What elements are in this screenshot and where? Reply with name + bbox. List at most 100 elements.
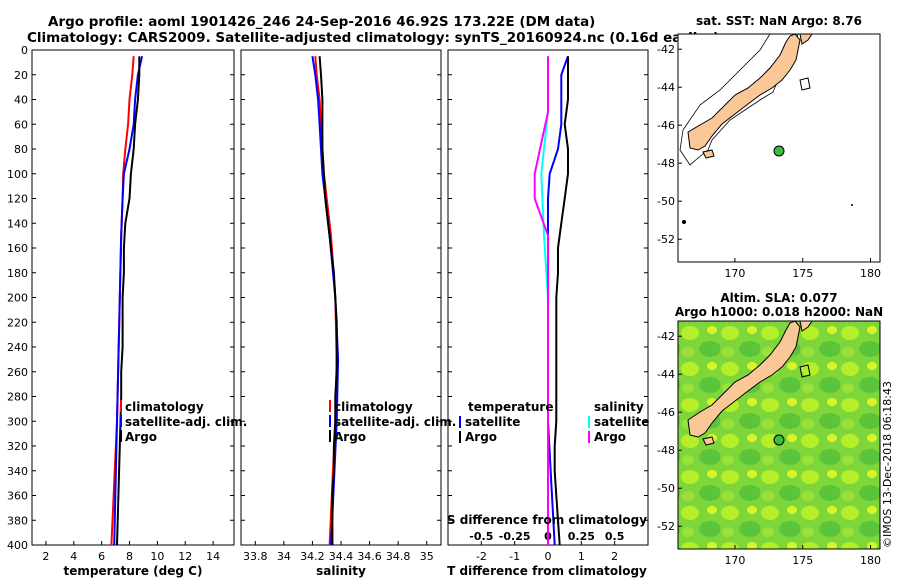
lat-tick-label: -50 — [657, 482, 675, 495]
salinity-xlabel: salinity — [316, 564, 366, 578]
sla-map-axes: 170 175 180 -42 -44 -46 -48 -50 -52 — [657, 330, 881, 567]
title-line-1: Argo profile: aoml 1901426_246 24-Sep-20… — [48, 14, 596, 30]
salinity-panel — [240, 49, 442, 546]
depth-tick-label: 200 — [7, 292, 28, 305]
series-group — [533, 55, 569, 545]
sla-map-frame — [677, 320, 881, 550]
series-group — [311, 56, 340, 545]
sst-shelf-contour — [679, 34, 799, 166]
depth-tick-label: 160 — [7, 242, 28, 255]
legend-t-satellite: satellite — [465, 415, 520, 429]
lat-tick-label: -48 — [657, 444, 675, 457]
x-tick-label: 1 — [578, 550, 585, 563]
lat-tick-label: -44 — [657, 81, 675, 94]
legend-s-satellite-adj: satellite-adj. clim. — [334, 415, 456, 429]
depth-tick-label: 300 — [7, 415, 28, 428]
sla-chatham-contour — [799, 364, 811, 378]
sla-map-title-1: Altim. SLA: 0.077 — [720, 291, 837, 305]
x-tick-label: 14 — [206, 550, 220, 563]
chatham-rise-contour — [799, 77, 811, 91]
x-tick-label: 4 — [70, 550, 77, 563]
depth-tick-label: 400 — [7, 539, 28, 552]
legend-t-argo: Argo — [465, 430, 497, 444]
series-group — [110, 55, 144, 545]
x-tick-label: -2 — [476, 550, 487, 563]
x-tick-label: 34.6 — [357, 550, 382, 563]
sdiff-label: S difference from climatology — [447, 513, 647, 527]
north-island-land — [799, 34, 813, 45]
temperature-xlabel: temperature (deg C) — [64, 564, 203, 578]
x-tick-label: 10 — [150, 550, 164, 563]
lat-tick-label: -42 — [657, 43, 675, 56]
sst-map-frame — [677, 33, 881, 263]
x-tick-label: -1 — [509, 550, 520, 563]
depth-tick-label: 260 — [7, 366, 28, 379]
x-tick-label: 8 — [126, 550, 133, 563]
depth-tick-label: 120 — [7, 193, 28, 206]
sst-map-axes: 170 175 180 -42 -44 -46 -48 -50 -52 — [657, 43, 881, 280]
legend-satellite-adj: satellite-adj. clim. — [125, 415, 247, 429]
auckland-islands — [682, 220, 686, 224]
lon-tick-label: 170 — [724, 554, 745, 567]
legend-climatology: climatology — [125, 400, 204, 414]
lat-tick-label: -52 — [657, 233, 675, 246]
x-tick-label: 35 — [420, 550, 434, 563]
sla-map-title-2: Argo h1000: 0.018 h2000: NaN — [675, 305, 883, 319]
depth-tick-label: 240 — [7, 341, 28, 354]
x-tick-label: 6 — [98, 550, 105, 563]
depth-tick-label: 380 — [7, 514, 28, 527]
legend-s-argo: Argo — [334, 430, 366, 444]
depth-tick-label: 320 — [7, 440, 28, 453]
lon-tick-label: 175 — [792, 554, 813, 567]
depth-axis: 0 20 40 60 80 100 120 140 160 180 200 220 240 260 280 3… — [7, 44, 28, 552]
depth-tick-label: 140 — [7, 217, 28, 230]
difference-plot: -2 -1 0 1 2-0.5 -0.25 0 0.25 0.5 — [448, 49, 648, 563]
legend-s-climatology: climatology — [334, 400, 413, 414]
lat-tick-label: -46 — [657, 406, 675, 419]
legend-argo: Argo — [125, 430, 157, 444]
s-tick-label: 0.25 — [568, 530, 595, 543]
difference-legend: temperature satellite Argo salinity sate… — [447, 400, 649, 527]
series-argo — [318, 56, 338, 545]
x-tick-label: 34.4 — [329, 550, 354, 563]
depth-tick-label: 360 — [7, 490, 28, 503]
lat-tick-label: -46 — [657, 119, 675, 132]
salinity-legend: climatology satellite-adj. clim. Argo — [329, 400, 456, 444]
x-tick-label: 12 — [178, 550, 192, 563]
lat-tick-label: -50 — [657, 195, 675, 208]
legend-s-title: salinity — [594, 400, 644, 414]
depth-tick-label: 340 — [7, 465, 28, 478]
lat-tick-label: -42 — [657, 330, 675, 343]
s-tick-label: -0.5 — [469, 530, 493, 543]
series-s-argo — [533, 56, 549, 545]
lon-tick-label: 175 — [792, 267, 813, 280]
sla-argo-location-marker — [773, 434, 785, 446]
legend-s-argo: Argo — [594, 430, 626, 444]
salinity-plot: 33.8 34 34.2 34.4 34.6 34.8 35 — [241, 49, 441, 563]
depth-tick-label: 0 — [21, 44, 28, 57]
s-tick-label: -0.25 — [499, 530, 531, 543]
temperature-plot: 2 4 6 8 10 12 14 — [32, 49, 234, 563]
sst-map-title: sat. SST: NaN Argo: 8.76 — [696, 14, 862, 28]
depth-tick-label: 60 — [14, 118, 28, 131]
lon-tick-label: 170 — [724, 267, 745, 280]
series-t-argo — [553, 56, 569, 545]
x-tick-label: 33.8 — [243, 550, 268, 563]
lon-tick-label: 180 — [860, 554, 881, 567]
depth-tick-label: 220 — [7, 316, 28, 329]
x-tick-label: 34.2 — [300, 550, 325, 563]
sla-map — [678, 321, 880, 549]
series-satellite-adj-clim- — [113, 55, 144, 545]
depth-tick-label: 20 — [14, 69, 28, 82]
depth-tick-label: 40 — [14, 94, 28, 107]
depth-tick-label: 80 — [14, 143, 28, 156]
sst-argo-location-marker — [773, 145, 785, 157]
x-tick-label: 34.8 — [386, 550, 411, 563]
bounty-islands — [851, 204, 853, 206]
sla-stewart-island-land — [702, 436, 715, 446]
depth-tick-label: 180 — [7, 267, 28, 280]
sla-south-island-land — [687, 321, 801, 438]
depth-tick-label: 100 — [7, 168, 28, 181]
lon-tick-label: 180 — [860, 267, 881, 280]
